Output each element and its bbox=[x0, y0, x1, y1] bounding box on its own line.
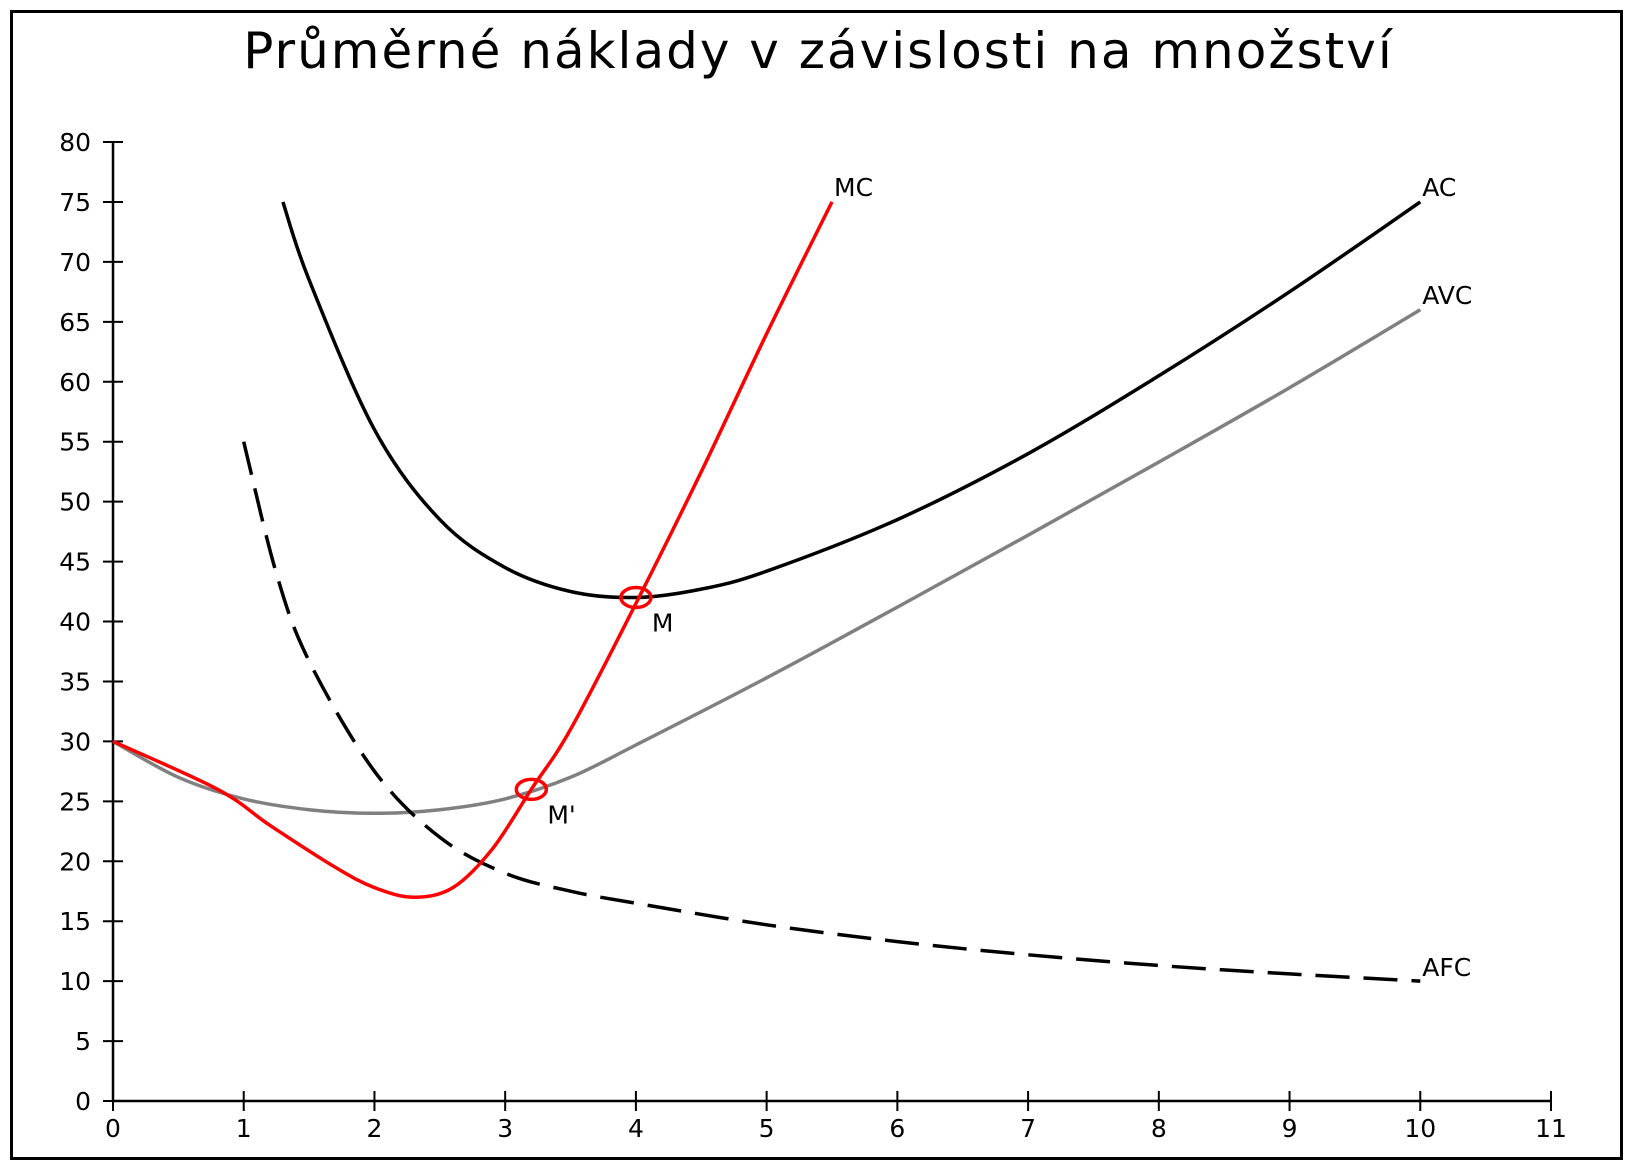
series-afc-line bbox=[242, 441, 1421, 983]
y-tick-label-7: 35 bbox=[59, 667, 91, 696]
y-tick-label-10: 50 bbox=[59, 488, 91, 517]
y-tick-label-5: 25 bbox=[59, 787, 91, 816]
x-tick-label-2: 2 bbox=[367, 1114, 383, 1143]
x-tick-label-4: 4 bbox=[628, 1114, 644, 1143]
series-avc-line bbox=[112, 308, 1422, 816]
x-tick-label-11: 11 bbox=[1535, 1114, 1567, 1143]
y-tick-label-11: 55 bbox=[59, 428, 91, 457]
point-marker-1 bbox=[514, 777, 549, 802]
point-label-1: M' bbox=[547, 800, 575, 829]
series-ac-label: AC bbox=[1422, 173, 1456, 202]
series-mc-label: MC bbox=[834, 173, 873, 202]
x-tick-label-8: 8 bbox=[1151, 1114, 1167, 1143]
y-tick-label-9: 45 bbox=[59, 548, 91, 577]
y-tick-label-14: 70 bbox=[59, 248, 91, 277]
y-tick-label-8: 40 bbox=[59, 608, 91, 637]
x-tick-label-0: 0 bbox=[105, 1114, 121, 1143]
y-tick-label-3: 15 bbox=[59, 907, 91, 936]
x-tick-label-3: 3 bbox=[497, 1114, 513, 1143]
point-marker-0 bbox=[619, 585, 653, 610]
point-label-0: M bbox=[652, 609, 674, 638]
x-tick-label-5: 5 bbox=[759, 1114, 775, 1143]
y-tick-label-12: 60 bbox=[59, 368, 91, 397]
y-tick-label-4: 20 bbox=[59, 847, 91, 876]
series-ac-line bbox=[281, 200, 1422, 600]
series-avc-label: AVC bbox=[1422, 281, 1472, 310]
chart-title: Průměrné náklady v závislosti na množstv… bbox=[243, 22, 1394, 80]
x-tick-label-6: 6 bbox=[889, 1114, 905, 1143]
y-tick-label-15: 75 bbox=[59, 188, 91, 217]
y-tick-label-0: 0 bbox=[75, 1087, 91, 1116]
y-tick-label-6: 30 bbox=[59, 727, 91, 756]
y-tick-label-13: 65 bbox=[59, 308, 91, 337]
y-tick-label-1: 5 bbox=[75, 1027, 91, 1056]
x-tick-label-1: 1 bbox=[236, 1114, 252, 1143]
x-tick-label-10: 10 bbox=[1404, 1114, 1436, 1143]
x-tick-label-7: 7 bbox=[1020, 1114, 1036, 1143]
y-tick-label-2: 10 bbox=[59, 967, 91, 996]
y-tick-label-16: 80 bbox=[59, 128, 91, 157]
x-tick-label-9: 9 bbox=[1282, 1114, 1298, 1143]
series-afc-label: AFC bbox=[1422, 953, 1471, 982]
series-mc-line bbox=[112, 201, 834, 899]
